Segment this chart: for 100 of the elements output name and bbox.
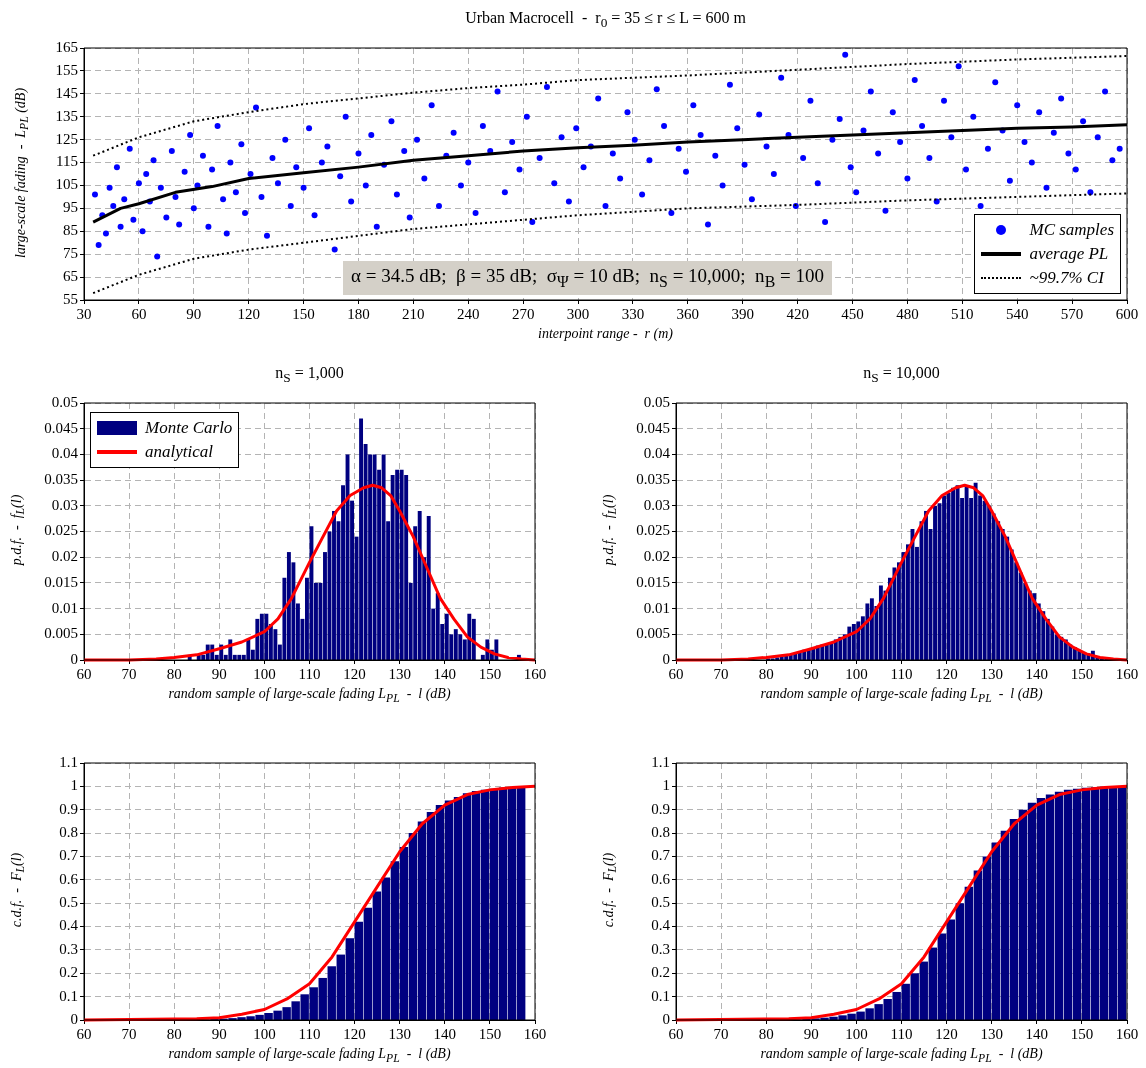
x-tick-label: 70 (713, 665, 729, 682)
y-tick-label: 0.045 (44, 419, 78, 436)
x-tick-label: 130 (980, 1025, 1003, 1042)
x-tick-label: 110 (298, 665, 321, 682)
y-tick-label: 0.015 (44, 573, 78, 590)
y-tick-label: 115 (56, 153, 78, 170)
x-axis-title: random sample of large-scale fading L$_{PL}$ - l (dB) (759, 686, 1044, 705)
y-tick-label: 0.9 (651, 800, 670, 817)
y-tick-label: 0.03 (643, 496, 670, 513)
y-tick-label: 165 (55, 38, 78, 55)
x-tick-label: 540 (1005, 305, 1029, 322)
x-tick-label: 480 (896, 305, 919, 322)
x-tick-label: 300 (566, 305, 590, 322)
y-tick-label: 0.5 (59, 894, 78, 911)
x-axis-title: random sample of large-scale fading L$_{PL}$ - l (dB) (167, 686, 452, 705)
x-tick-label: 100 (253, 665, 276, 682)
x-tick-label: 120 (237, 305, 260, 322)
y-tick-label: 0.005 (44, 625, 78, 642)
x-tick-label: 150 (292, 305, 315, 322)
x-tick-label: 100 (845, 1025, 868, 1042)
x-tick-label: 60 (668, 665, 684, 682)
x-tick-label: 600 (1115, 305, 1139, 322)
x-tick-label: 160 (1115, 1025, 1139, 1042)
x-tick-label: 420 (786, 305, 809, 322)
y-tick-label: 55 (63, 290, 78, 307)
x-tick-label: 90 (211, 665, 227, 682)
x-tick-label: 130 (388, 665, 411, 682)
x-tick-label: 150 (1070, 665, 1094, 682)
y-tick-label: 0.7 (651, 847, 671, 864)
x-tick-label: 70 (121, 665, 137, 682)
y-tick-label: 0.4 (651, 917, 671, 934)
x-tick-label: 100 (253, 1025, 276, 1042)
y-tick-label: 0.01 (51, 599, 78, 616)
x-tick-label: 60 (76, 665, 92, 682)
x-tick-label: 570 (1060, 305, 1084, 322)
x-tick-label: 110 (890, 1025, 913, 1042)
y-tick-label: 0.3 (59, 940, 78, 957)
y-tick-label: 0.8 (651, 824, 670, 841)
y-tick-label: 0.05 (51, 393, 78, 410)
y-tick-label: 75 (63, 245, 78, 262)
y-tick-label: 0.03 (51, 496, 78, 513)
x-tick-label: 160 (523, 665, 547, 682)
y-tick-label: 0 (70, 650, 78, 667)
x-tick-label: 110 (298, 1025, 321, 1042)
x-tick-label: 150 (1070, 1025, 1094, 1042)
x-tick-label: 90 (211, 1025, 227, 1042)
y-tick-label: 0.2 (651, 964, 670, 981)
y-tick-label: 0.05 (643, 393, 670, 410)
x-tick-label: 360 (676, 305, 700, 322)
x-tick-label: 210 (402, 305, 425, 322)
x-tick-label: 90 (803, 665, 819, 682)
y-tick-label: 0.2 (59, 964, 78, 981)
x-tick-label: 180 (347, 305, 370, 322)
y-tick-label: 95 (63, 199, 78, 216)
y-tick-label: 1 (662, 777, 670, 794)
y-tick-label: 0.015 (636, 573, 670, 590)
y-tick-label: 0.6 (59, 870, 79, 887)
x-tick-label: 140 (433, 665, 457, 682)
x-tick-label: 160 (1115, 665, 1139, 682)
chart-title: Urban Macrocell - r$_{0}$ = 35 ≤ r ≤ L = 600 m (464, 9, 747, 32)
y-tick-label: 0.3 (651, 940, 670, 957)
y-tick-label: 0.035 (636, 471, 670, 488)
x-tick-label: 90 (803, 1025, 819, 1042)
x-tick-label: 390 (731, 305, 754, 322)
y-tick-label: 135 (55, 107, 78, 124)
x-tick-label: 330 (621, 305, 645, 322)
y-tick-label: 0.005 (636, 625, 670, 642)
x-axis-title: random sample of large-scale fading L$_{PL}$ - l (dB) (759, 1046, 1044, 1065)
y-tick-label: 0.045 (636, 419, 670, 436)
x-tick-label: 120 (935, 1025, 958, 1042)
y-tick-label: 105 (55, 176, 78, 193)
y-tick-label: 0 (662, 650, 670, 667)
x-tick-label: 140 (433, 1025, 457, 1042)
y-tick-label: 0.9 (59, 800, 78, 817)
x-tick-label: 120 (343, 665, 366, 682)
y-tick-label: 0.025 (636, 522, 670, 539)
x-tick-label: 140 (1025, 1025, 1049, 1042)
y-tick-label: 65 (63, 268, 78, 285)
y-tick-label: 1 (70, 777, 78, 794)
x-tick-label: 110 (890, 665, 913, 682)
annotation: α = 34.5 dB; β = 35 dB; σ$_{Ψ}$ = 10 dB; n$_{S}$ = 10,000; n$_{B}$ = 100 (343, 261, 832, 295)
y-tick-label: 0.04 (643, 445, 671, 462)
y-tick-label: 0.02 (643, 548, 670, 565)
y-tick-label: 0.7 (59, 847, 79, 864)
y-tick-label: 0.01 (643, 599, 670, 616)
x-tick-label: 270 (511, 305, 535, 322)
y-tick-label: 1.1 (651, 753, 670, 770)
y-tick-label: 0.035 (44, 471, 78, 488)
y-tick-label: 0 (662, 1010, 670, 1027)
chart-title: n$_{S}$ = 1,000 (274, 364, 345, 387)
x-tick-label: 80 (166, 1025, 182, 1042)
x-tick-label: 100 (845, 665, 868, 682)
x-tick-label: 510 (951, 305, 974, 322)
chart-title: n$_{S}$ = 10,000 (862, 364, 941, 387)
x-axis-title: random sample of large-scale fading L$_{PL}$ - l (dB) (167, 1046, 452, 1065)
x-axis-title: interpoint range - r (m) (537, 326, 674, 342)
x-tick-label: 130 (980, 665, 1003, 682)
x-tick-label: 240 (457, 305, 480, 322)
y-tick-label: 125 (55, 130, 78, 147)
y-tick-label: 145 (55, 84, 78, 101)
